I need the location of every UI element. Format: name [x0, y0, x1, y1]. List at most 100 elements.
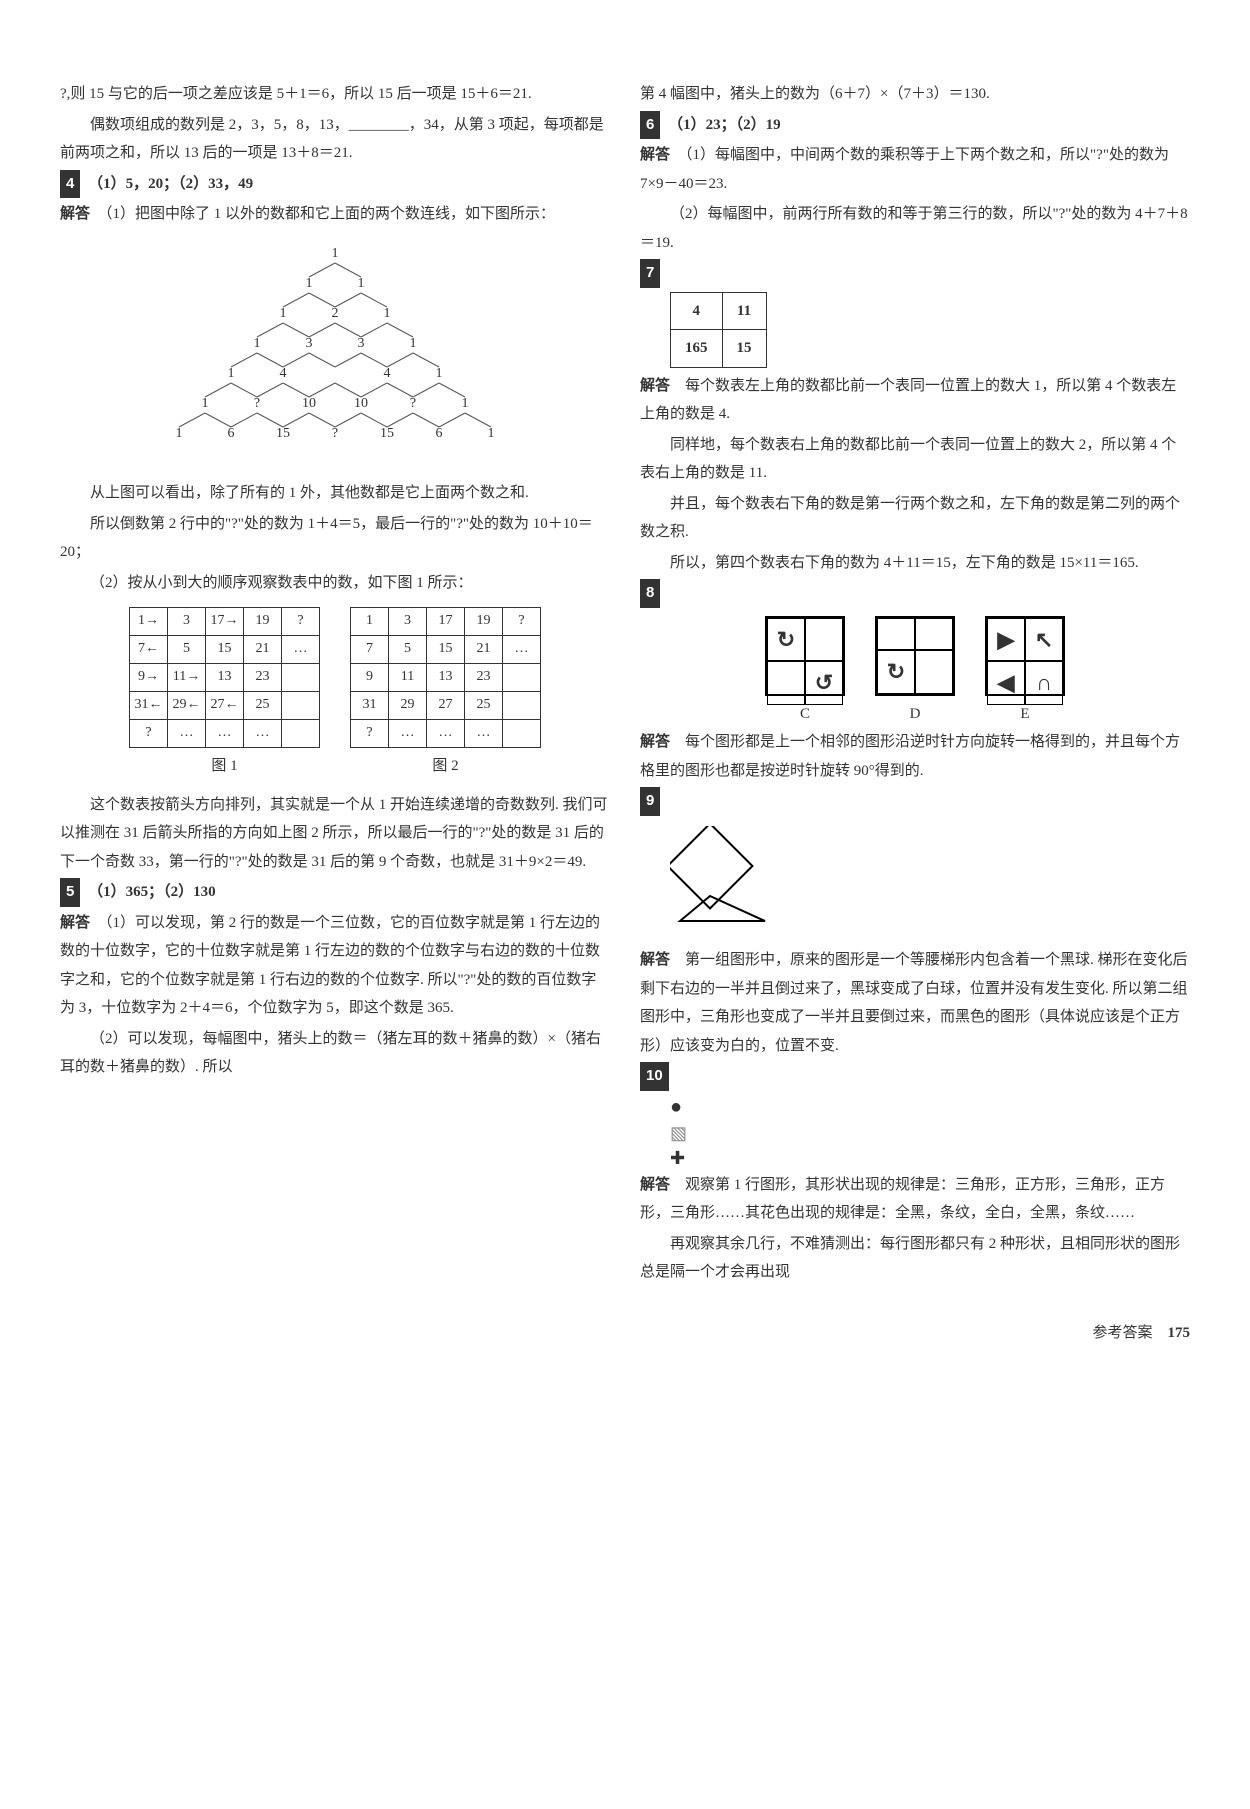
svg-text:?: ?: [254, 396, 260, 411]
q7-table: 41116515: [670, 292, 767, 368]
table-cell: ?: [130, 720, 168, 748]
q6-header: 6 （1）23；（2）19: [640, 111, 1190, 140]
caption: 图 1: [129, 752, 320, 781]
pascal-diagram: 111121133114411?1010?11615?1561: [60, 239, 610, 470]
table-cell: …: [282, 636, 320, 664]
svg-text:?: ?: [410, 396, 416, 411]
q7-header: 7: [640, 259, 1190, 288]
explanation: 解答 （1）可以发现，第 2 行的数是一个三位数，它的百位数字就是第 1 行左边…: [60, 909, 610, 1023]
label: 解答: [640, 734, 670, 750]
shape-box: ↻↺: [765, 616, 845, 696]
table-cell: 21: [244, 636, 282, 664]
svg-text:6: 6: [228, 426, 235, 441]
hatched-square-icon: ▧: [670, 1121, 1190, 1146]
text: 所以倒数第 2 行中的"?"处的数为 1＋4＝5，最后一行的"?"处的数为 10…: [60, 510, 610, 567]
figure-1: 1→317→19?7←51521…9→11→132331←29←27←25?………: [129, 607, 320, 781]
right-column: 第 4 幅图中，猪头上的数为（6＋7）×（7＋3）＝130. 6 （1）23；（…: [640, 80, 1190, 1289]
text: （2）每幅图中，前两行所有数的和等于第三行的数，所以"?"处的数为 4＋7＋8＝…: [640, 200, 1190, 257]
svg-text:1: 1: [488, 426, 495, 441]
pascal-svg: 111121133114411?1010?11615?1561: [155, 239, 515, 459]
table-cell: [282, 664, 320, 692]
text: 同样地，每个数表右上角的数都比前一个表同一位置上的数大 2，所以第 4 个表右上…: [640, 431, 1190, 488]
svg-text:1: 1: [202, 396, 209, 411]
table-cell: 9: [351, 664, 389, 692]
svg-text:1: 1: [410, 336, 417, 351]
text: 每个数表左上角的数都比前一个表同一位置上的数大 1，所以第 4 个数表左上角的数…: [640, 378, 1176, 423]
shape-cell: ↻: [767, 618, 805, 662]
table-cell: 9→: [130, 664, 168, 692]
svg-text:1: 1: [332, 246, 339, 261]
svg-text:1: 1: [254, 336, 261, 351]
caption: 图 2: [350, 752, 541, 781]
svg-text:1: 1: [436, 366, 443, 381]
text: 这个数表按箭头方向排列，其实就是一个从 1 开始连续递增的奇数数列. 我们可以推…: [60, 791, 610, 877]
svg-text:3: 3: [358, 336, 365, 351]
table-cell: 5: [389, 636, 427, 664]
explanation: 解答 第一组图形中，原来的图形是一个等腰梯形内包含着一个黑球. 梯形在变化后剩下…: [640, 946, 1190, 1060]
table-cell: 3: [168, 608, 206, 636]
table-cell: 11: [389, 664, 427, 692]
table-cell: …: [427, 720, 465, 748]
table-cell: [282, 692, 320, 720]
explanation: 解答 每个数表左上角的数都比前一个表同一位置上的数大 1，所以第 4 个数表左上…: [640, 372, 1190, 429]
svg-text:?: ?: [332, 426, 338, 441]
text: 第一组图形中，原来的图形是一个等腰梯形内包含着一个黑球. 梯形在变化后剩下右边的…: [640, 952, 1188, 1054]
svg-text:1: 1: [176, 426, 183, 441]
table-cell: [503, 664, 541, 692]
table-cell: 13: [206, 664, 244, 692]
table-cell: 1: [351, 608, 389, 636]
label: 解答: [60, 915, 90, 931]
table-cell: ?: [503, 608, 541, 636]
table-cell: [503, 720, 541, 748]
svg-text:6: 6: [436, 426, 443, 441]
svg-text:4: 4: [384, 366, 391, 381]
figure-2: 131719?751521…911132331292725?……… 图 2: [350, 607, 541, 781]
shape-label: D: [875, 700, 955, 729]
question-number: 4: [60, 170, 80, 199]
q8-shapes: ↻↺↻ ▶↖◀∩: [640, 616, 1190, 696]
text: ?,则 15 与它的后一项之差应该是 5＋1＝6，所以 15 后一项是 15＋6…: [60, 80, 610, 109]
table-cell: 25: [244, 692, 282, 720]
shape-cell: [915, 618, 953, 650]
svg-text:15: 15: [380, 426, 394, 441]
svg-text:1: 1: [358, 276, 365, 291]
shape-cell: [805, 618, 843, 662]
table-cell: …: [465, 720, 503, 748]
svg-text:15: 15: [276, 426, 290, 441]
table-cell: 27←: [206, 692, 244, 720]
label: 解答: [640, 952, 670, 968]
table-cell: 7←: [130, 636, 168, 664]
table-cell: 19: [244, 608, 282, 636]
shape-box: ▶↖◀∩: [985, 616, 1065, 696]
text: （1）可以发现，第 2 行的数是一个三位数，它的百位数字就是第 1 行左边的数的…: [60, 915, 600, 1017]
text: 所以，第四个数表右下角的数为 4＋11＝15，左下角的数是 15×11＝165.: [640, 549, 1190, 578]
q4-header: 4 （1）5，20；（2）33，49: [60, 170, 610, 199]
table-cell: 23: [465, 664, 503, 692]
explanation: 解答 （1）把图中除了 1 以外的数都和它上面的两个数连线，如下图所示：: [60, 200, 610, 229]
table-cell: [282, 720, 320, 748]
explanation: 解答 （1）每幅图中，中间两个数的乘积等于上下两个数之和，所以"?"处的数为 7…: [640, 141, 1190, 198]
shape-cell: ↖: [1025, 618, 1063, 662]
table-cell: 31←: [130, 692, 168, 720]
answer-text: （1）5，20；（2）33，49: [88, 176, 253, 192]
text: （2）按从小到大的顺序观察数表中的数，如下图 1 所示：: [60, 569, 610, 598]
table-cell: …: [503, 636, 541, 664]
text: 偶数项组成的数列是 2，3，5，8，13，________，34，从第 3 项起…: [60, 111, 610, 168]
explanation: 解答 每个图形都是上一个相邻的图形沿逆时针方向旋转一格得到的，并且每个方格里的图…: [640, 728, 1190, 785]
svg-text:1: 1: [228, 366, 235, 381]
q9-svg: [670, 826, 780, 926]
table-cell: 23: [244, 664, 282, 692]
q10-header: 10: [640, 1062, 1190, 1091]
text: 从上图可以看出，除了所有的 1 外，其他数都是它上面两个数之和.: [60, 479, 610, 508]
table-cell: 4: [671, 292, 723, 330]
table-cell: 29: [389, 692, 427, 720]
table-cell: 15: [722, 330, 766, 368]
label: 解答: [60, 206, 90, 222]
plus-outline-icon: ✚: [670, 1146, 1190, 1171]
page-number: 175: [1168, 1325, 1191, 1341]
table-cell: 11: [722, 292, 766, 330]
page-footer: 参考答案 175: [60, 1319, 1190, 1348]
table-fig1: 1→317→19?7←51521…9→11→132331←29←27←25?………: [129, 607, 320, 748]
table-cell: 5: [168, 636, 206, 664]
table-cell: …: [168, 720, 206, 748]
